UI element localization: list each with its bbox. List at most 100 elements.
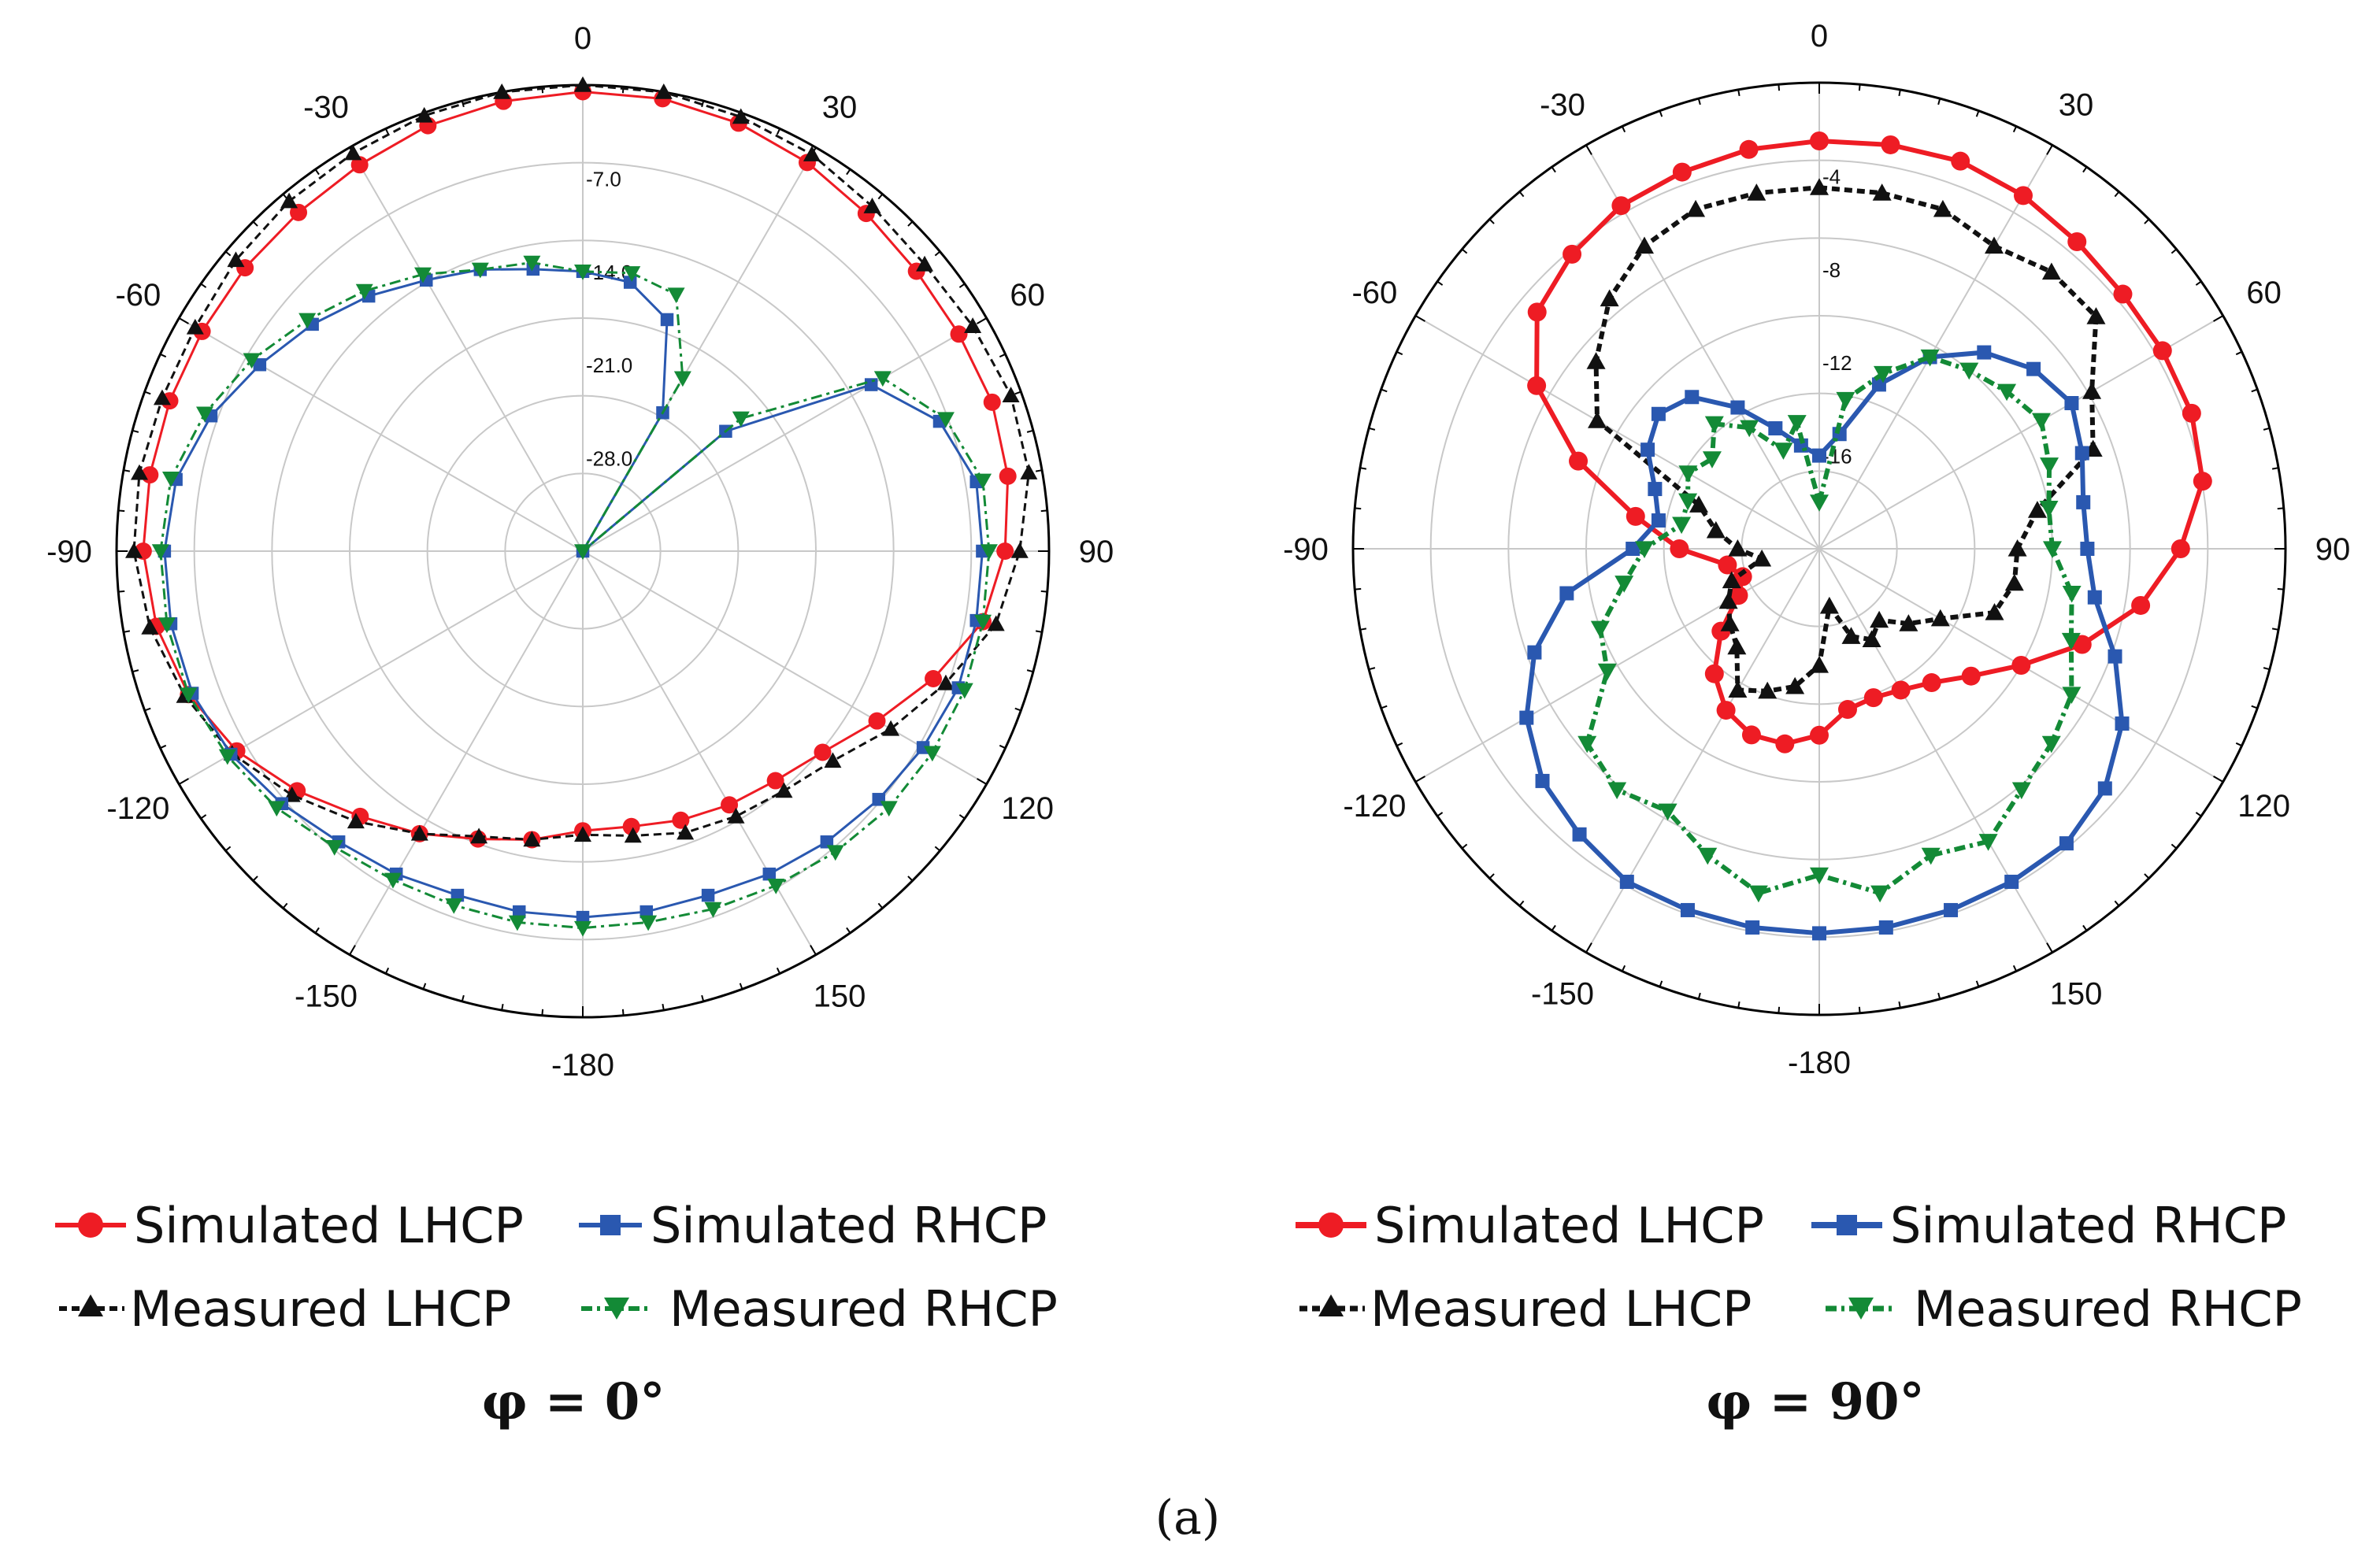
- data-point: [1872, 183, 1892, 201]
- data-point: [2014, 186, 2033, 205]
- angle-tick: [1488, 873, 1495, 879]
- angle-tick: [1359, 628, 1367, 631]
- angle-tick: [934, 846, 941, 852]
- data-point: [936, 674, 955, 690]
- data-point: [227, 251, 245, 268]
- data-point: [873, 371, 892, 387]
- data-point: [704, 902, 722, 918]
- data-point: [574, 826, 591, 842]
- legend-marker-triangle: [1318, 1294, 1344, 1316]
- data-point: [1586, 352, 1606, 369]
- data-point: [253, 357, 267, 372]
- grid-spoke: [349, 550, 584, 956]
- legend-label-sim-rhcp: Simulated RHCP: [651, 1197, 1047, 1254]
- angle-tick: [1040, 509, 1047, 513]
- data-point: [1527, 645, 1542, 660]
- angle-tick: [1437, 280, 1444, 286]
- legend-entry-sim-lhcp: Simulated LHCP: [1296, 1197, 1764, 1254]
- angle-tick: [1737, 1001, 1741, 1009]
- data-point: [1985, 602, 2004, 620]
- legend-label-sim-lhcp: Simulated LHCP: [134, 1197, 524, 1254]
- angle-tick: [977, 317, 988, 324]
- angle-tick: [384, 967, 390, 974]
- angle-tick: [282, 902, 288, 909]
- angle-tick: [252, 876, 258, 882]
- data-point: [639, 905, 654, 919]
- data-point: [1614, 576, 1634, 593]
- grid-spoke: [1414, 548, 1820, 783]
- data-point: [493, 83, 511, 99]
- subtitle-phi-0: φ = 0°: [482, 1372, 665, 1431]
- legend-label-meas-rhcp: Measured RHCP: [1914, 1280, 2302, 1338]
- angle-tick: [1014, 391, 1021, 395]
- angle-tick: [662, 1003, 665, 1011]
- data-point: [2026, 361, 2041, 376]
- data-point: [1810, 131, 1829, 150]
- angle-tick: [349, 945, 356, 956]
- angle-label-90: 90: [2315, 532, 2351, 567]
- data-point: [2087, 590, 2102, 605]
- data-point: [1978, 834, 1998, 851]
- data-point: [1810, 867, 1829, 885]
- angle-tick: [224, 250, 232, 257]
- data-point: [574, 920, 591, 937]
- angle-tick: [958, 814, 966, 820]
- data-point: [974, 614, 992, 631]
- angle-tick: [2082, 166, 2088, 173]
- series-line-measured-lhcp: [132, 83, 1030, 841]
- data-point: [1635, 236, 1654, 254]
- data-point: [916, 741, 930, 754]
- angle-label-150: 150: [814, 979, 866, 1014]
- data-point: [1748, 885, 1768, 903]
- data-point: [1728, 680, 1748, 698]
- data-point: [1997, 383, 2017, 402]
- angle-tick: [123, 469, 131, 472]
- grid-spoke: [582, 317, 988, 552]
- legend-label-meas-lhcp: Measured LHCP: [130, 1280, 511, 1338]
- grid-spoke: [178, 550, 584, 785]
- data-point: [1740, 420, 1759, 438]
- data-point: [2080, 542, 2095, 556]
- ring-label-28-0: -28.0: [586, 447, 632, 471]
- series-group-phi-0: [124, 76, 1038, 937]
- legend-entry-meas-rhcp: Measured RHCP: [581, 1280, 1058, 1338]
- angle-tick: [1551, 166, 1556, 173]
- data-point: [1758, 681, 1778, 699]
- data-point: [1658, 803, 1677, 821]
- data-point: [1704, 664, 1724, 683]
- data-point: [1607, 782, 1627, 800]
- data-point: [1670, 539, 1689, 558]
- angle-tick: [1026, 429, 1034, 433]
- data-point: [2082, 382, 2102, 399]
- angle-tick: [999, 744, 1006, 750]
- data-point: [1899, 614, 1918, 631]
- angle-tick: [461, 100, 465, 108]
- data-point: [1577, 735, 1597, 753]
- angle-tick: [846, 927, 851, 934]
- data-point: [2004, 573, 2024, 591]
- data-point: [667, 287, 685, 304]
- legend-entry-sim-rhcp: Simulated RHCP: [1811, 1197, 2286, 1254]
- angle-tick: [1461, 248, 1468, 254]
- angle-label-90: -90: [1283, 532, 1329, 567]
- data-point: [623, 266, 641, 282]
- legend-marker-triangle: [78, 1294, 103, 1316]
- series-simulated-rhcp: [158, 262, 989, 924]
- data-point: [1837, 700, 1857, 720]
- angle-tick: [1488, 218, 1495, 224]
- angle-tick: [461, 994, 465, 1002]
- data-point: [384, 872, 402, 889]
- data-point: [2108, 649, 2122, 664]
- data-point: [1810, 494, 1829, 512]
- angle-tick-labels-phi-90: 0 30 60 90 120 150 -180 -150 -120 -90 -60 -30: [1283, 19, 2350, 1080]
- data-point: [732, 108, 750, 124]
- angle-tick-labels-phi-0: 0 30 60 90 120 150 -180 -150 -120 -90 -60 -30: [46, 21, 1114, 1083]
- angle-tick: [2277, 507, 2284, 510]
- data-point: [1619, 874, 1634, 889]
- series-group-phi-90: [1519, 131, 2212, 941]
- angle-label-60: -60: [1351, 276, 1397, 310]
- data-point: [2031, 413, 2051, 431]
- angle-tick: [1414, 776, 1425, 783]
- data-point: [2171, 539, 2190, 558]
- angle-tick: [907, 220, 914, 227]
